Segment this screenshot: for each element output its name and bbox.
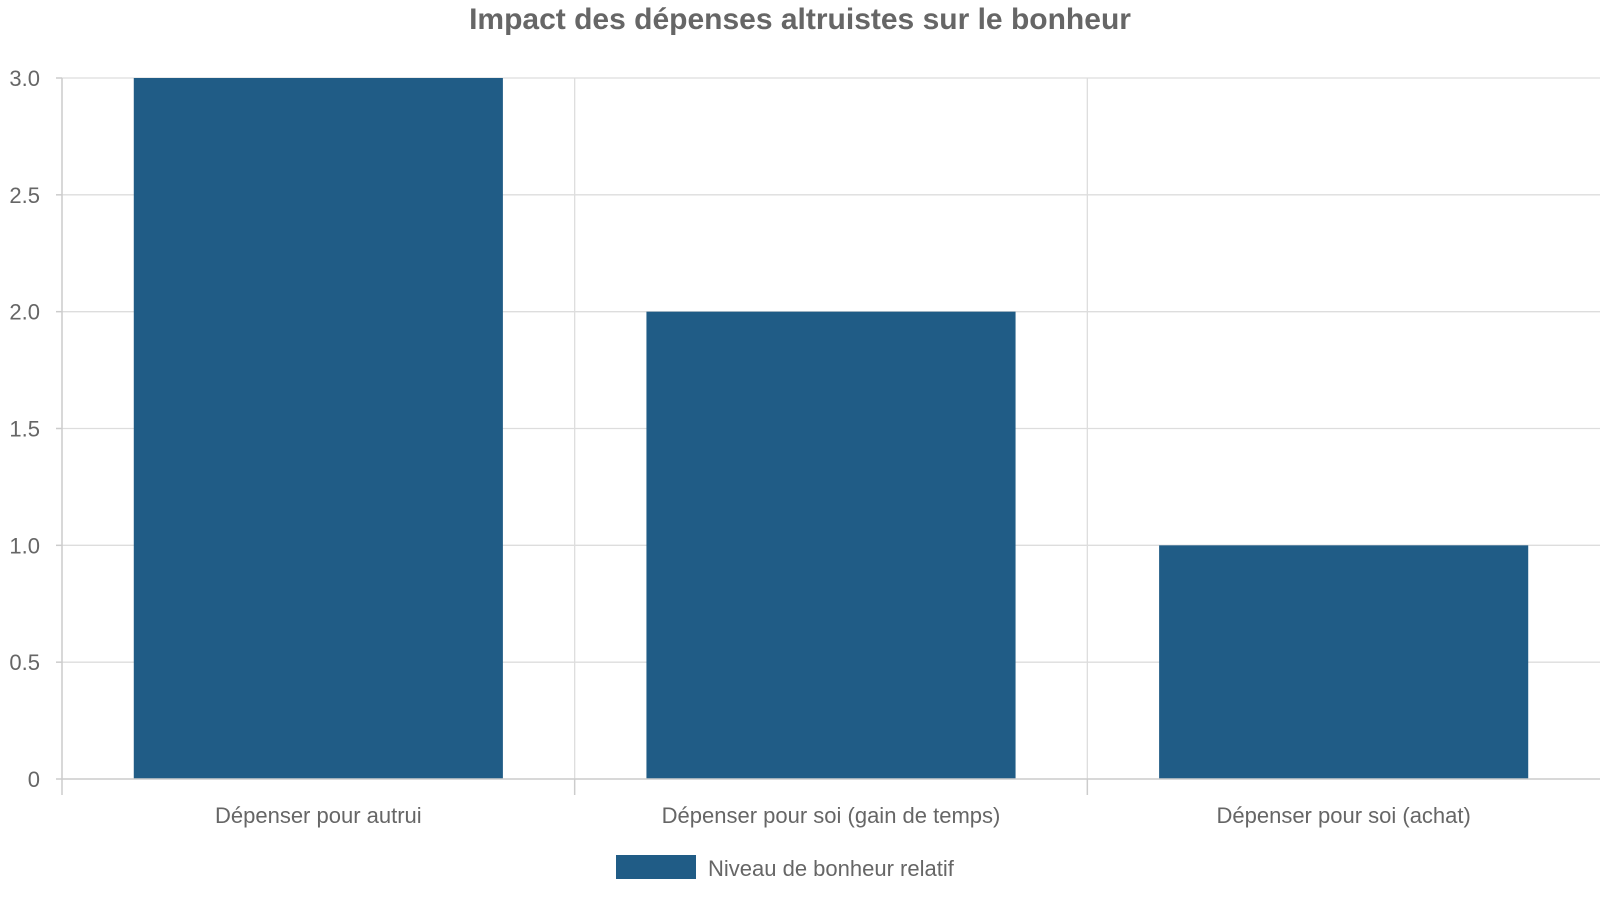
axes: 0 0.5 1.0 1.5 2.0 2.5 3.0 Dépenser pour autrui D…: [9, 66, 1600, 828]
bar: [1159, 545, 1529, 779]
y-tick-label: 2.0: [9, 300, 40, 325]
chart-title: Impact des dépenses altruistes sur le bo…: [469, 3, 1131, 36]
bars: [133, 78, 1529, 779]
legend-label: Niveau de bonheur relatif: [708, 856, 955, 881]
y-tick-label: 2.5: [9, 183, 40, 208]
y-tick-label: 0.5: [9, 650, 40, 675]
x-tick-label: Dépenser pour soi (gain de temps): [662, 803, 1001, 828]
y-tick-label: 3.0: [9, 66, 40, 91]
y-tick-label: 1.5: [9, 417, 40, 442]
bar: [646, 311, 1016, 779]
legend: Niveau de bonheur relatif: [616, 855, 955, 881]
y-tick-label: 0: [28, 767, 40, 792]
bar: [133, 78, 503, 779]
legend-swatch: [616, 855, 696, 879]
y-tick-label: 1.0: [9, 533, 40, 558]
x-tick-label: Dépenser pour soi (achat): [1216, 803, 1470, 828]
x-tick-label: Dépenser pour autrui: [215, 803, 422, 828]
